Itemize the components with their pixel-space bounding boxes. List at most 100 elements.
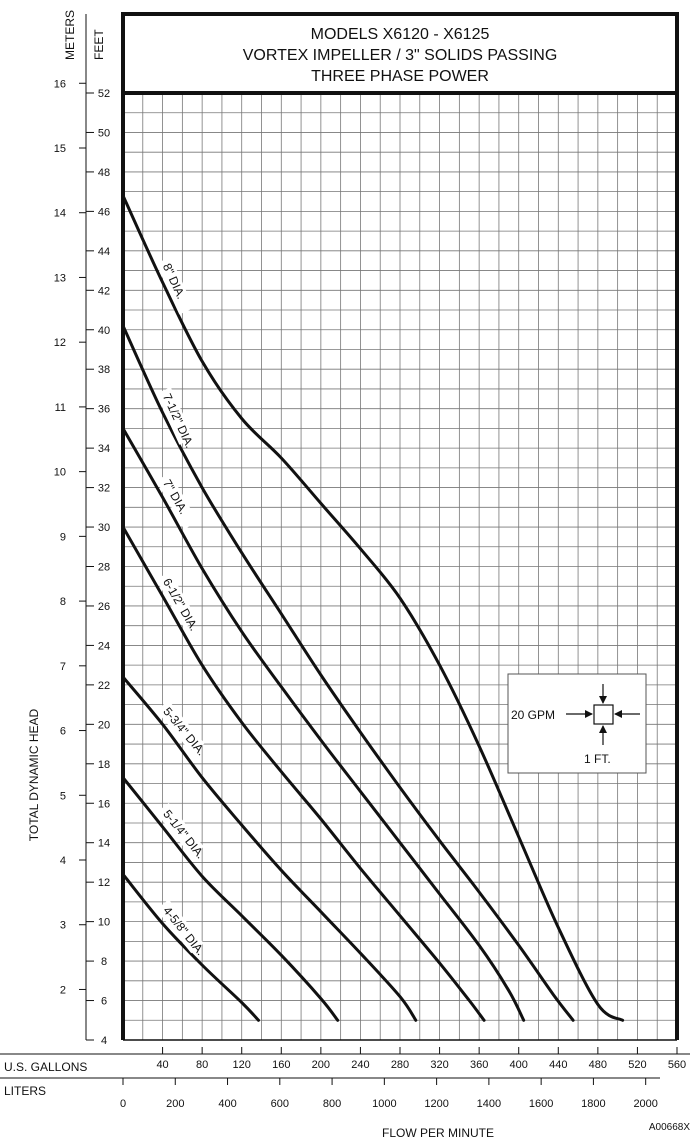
pump-curve-3 xyxy=(121,426,526,1022)
feet-tick-label: 12 xyxy=(98,877,110,889)
x-ticks: 40 80 120 160 200 240 280 320 360 400 440 480 520 560… xyxy=(120,1047,686,1110)
feet-tick-label: 6 xyxy=(101,996,107,1008)
legend-box xyxy=(507,673,647,774)
legend-ft-label: 1 FT. xyxy=(584,752,611,766)
liters-unit-label: LITERS xyxy=(4,1084,46,1098)
feet-tick-label: 26 xyxy=(98,601,110,613)
meter-tick-label: 9 xyxy=(60,531,66,543)
pump-curve-6 xyxy=(121,776,340,1022)
feet-tick-label: 14 xyxy=(98,838,110,850)
feet-tick-label: 16 xyxy=(98,798,110,810)
feet-tick-label: 18 xyxy=(98,759,110,771)
gpm-tick-label: 440 xyxy=(549,1059,567,1071)
gpm-tick-label: 320 xyxy=(430,1059,448,1071)
y-axis-title: TOTAL DYNAMIC HEAD xyxy=(27,708,41,841)
feet-tick-label: 46 xyxy=(98,206,110,218)
curve-label-bg xyxy=(156,802,204,857)
meter-tick-label: 2 xyxy=(60,984,66,996)
liter-tick-label: 1000 xyxy=(372,1098,396,1110)
pump-curve-1 xyxy=(121,194,625,1022)
pump-curve-5 xyxy=(121,675,418,1022)
gpm-tick-label: 480 xyxy=(589,1059,607,1071)
feet-tick-label: 32 xyxy=(98,483,110,495)
curve-label: 7" DIA. xyxy=(160,477,191,517)
legend-cell xyxy=(593,704,614,725)
meter-tick-label: 11 xyxy=(55,402,66,414)
curve-label-bg xyxy=(156,571,198,629)
feet-tick-label: 48 xyxy=(98,167,110,179)
meter-tick-label: 10 xyxy=(54,467,66,479)
liter-tick-label: 1600 xyxy=(529,1098,553,1110)
liter-tick-label: 600 xyxy=(271,1098,289,1110)
meter-tick-label: 8 xyxy=(60,596,66,608)
curve-label-bg xyxy=(156,700,205,754)
y-ticks: 6810121416182022242628303234363840424446… xyxy=(54,78,110,1047)
gpm-tick-label: 400 xyxy=(510,1059,528,1071)
feet-tick-label: 52 xyxy=(98,88,110,100)
grid-scale-legend: 20 GPM 1 FT. xyxy=(507,673,647,774)
title-line-1: MODELS X6120 - X6125 xyxy=(311,26,490,43)
feet-tick-label: 28 xyxy=(98,562,110,574)
meters-unit-label: METERS xyxy=(63,10,77,60)
title-line-3: THREE PHASE POWER xyxy=(311,68,489,85)
feet-tick-label: 4 xyxy=(101,1035,107,1047)
gpm-tick-label: 280 xyxy=(391,1059,409,1071)
meter-tick-label: 16 xyxy=(54,78,66,90)
meter-tick-label: 6 xyxy=(60,726,66,738)
feet-tick-label: 40 xyxy=(98,325,110,337)
gpm-tick-label: 80 xyxy=(196,1059,208,1071)
curve-label-bg xyxy=(156,256,194,315)
liter-tick-label: 1400 xyxy=(477,1098,501,1110)
meter-tick-label: 13 xyxy=(54,272,66,284)
feet-tick-label: 50 xyxy=(98,127,110,139)
pump-curve-7 xyxy=(121,872,260,1022)
curve-label-bg xyxy=(156,899,204,954)
pump-curve-4 xyxy=(121,525,486,1022)
legend-arrowhead-right xyxy=(614,710,622,718)
liter-tick-label: 800 xyxy=(323,1098,341,1110)
meter-tick-label: 14 xyxy=(54,208,66,220)
liter-tick-label: 400 xyxy=(218,1098,236,1110)
x-axis-title: FLOW PER MINUTE xyxy=(382,1126,494,1140)
meter-tick-label: 4 xyxy=(60,855,66,867)
feet-tick-label: 44 xyxy=(98,246,110,258)
pump-curve-2 xyxy=(121,324,575,1022)
liter-tick-label: 2000 xyxy=(633,1098,657,1110)
curve-label-bg xyxy=(156,472,198,530)
legend-gpm-label: 20 GPM xyxy=(511,708,555,722)
liter-tick-label: 1800 xyxy=(581,1098,605,1110)
liter-tick-label: 200 xyxy=(166,1098,184,1110)
gpm-tick-label: 360 xyxy=(470,1059,488,1071)
grid xyxy=(122,92,678,1041)
curves xyxy=(121,194,625,1022)
gallons-unit-label: U.S. GALLONS xyxy=(4,1060,87,1074)
feet-tick-label: 30 xyxy=(98,522,110,534)
drawing-code: A00668X xyxy=(649,1122,690,1133)
meter-tick-label: 5 xyxy=(60,790,66,802)
gpm-tick-label: 120 xyxy=(233,1059,251,1071)
meter-tick-label: 15 xyxy=(54,143,66,155)
curve-label: 8" DIA. xyxy=(160,261,188,301)
title-line-2: VORTEX IMPELLER / 3" SOLIDS PASSING xyxy=(243,47,558,64)
legend-arrowhead-bottom xyxy=(599,725,607,733)
meter-tick-label: 3 xyxy=(60,920,66,932)
feet-tick-label: 24 xyxy=(98,640,110,652)
gpm-tick-label: 240 xyxy=(351,1059,369,1071)
feet-tick-label: 36 xyxy=(98,404,110,416)
feet-tick-label: 22 xyxy=(98,680,110,692)
feet-tick-label: 34 xyxy=(98,443,110,455)
gpm-tick-label: 160 xyxy=(272,1059,290,1071)
feet-tick-label: 38 xyxy=(98,364,110,376)
legend-arrowhead-left xyxy=(585,710,593,718)
meter-tick-label: 7 xyxy=(60,661,66,673)
gpm-tick-label: 520 xyxy=(628,1059,646,1071)
gpm-tick-label: 200 xyxy=(312,1059,330,1071)
feet-tick-label: 8 xyxy=(101,956,107,968)
feet-tick-label: 20 xyxy=(98,719,110,731)
title-box xyxy=(121,12,679,95)
feet-tick-label: 10 xyxy=(98,917,110,929)
liter-tick-label: 1200 xyxy=(424,1098,448,1110)
curve-label-bg xyxy=(156,387,194,445)
gpm-tick-label: 560 xyxy=(668,1059,686,1071)
